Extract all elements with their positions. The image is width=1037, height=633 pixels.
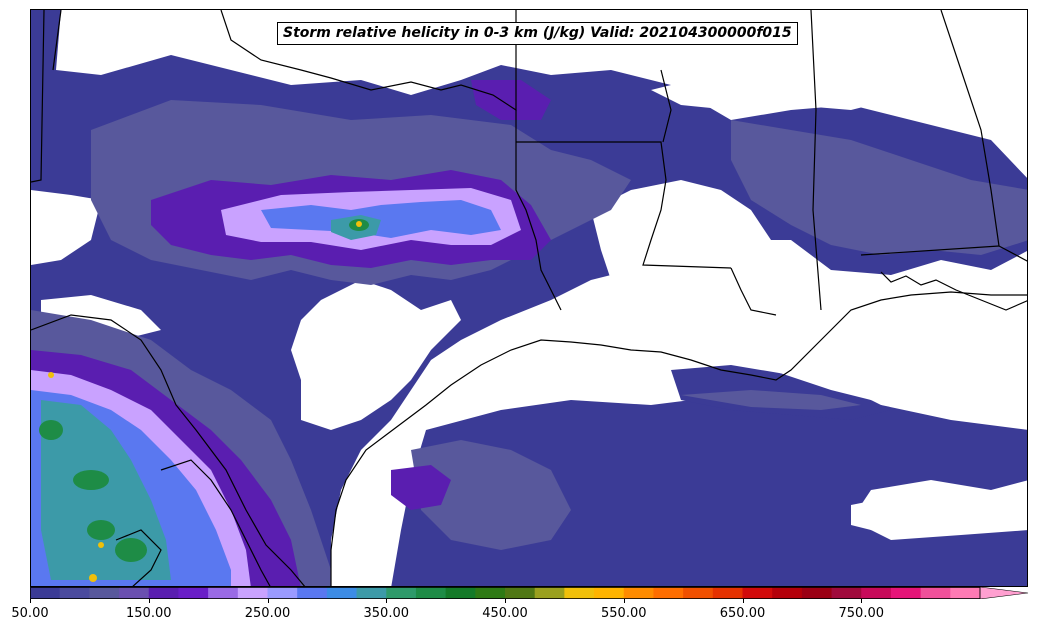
colorbar-tick-label: 750.00 bbox=[838, 606, 885, 621]
mexico-border bbox=[31, 314, 306, 586]
colorbar-segment bbox=[890, 587, 922, 599]
colorbar-tick bbox=[30, 599, 31, 603]
colorbar-tick bbox=[386, 599, 388, 603]
colorbar-segment bbox=[119, 587, 150, 599]
colorbar-tick-label: 550.00 bbox=[601, 606, 647, 621]
colorbar-segment bbox=[683, 587, 714, 599]
colorbar-segment bbox=[386, 587, 417, 599]
colorbar-segment bbox=[920, 587, 951, 599]
colorbar-segment bbox=[326, 587, 358, 599]
colorbar-tick bbox=[861, 599, 863, 603]
colorbar-segment bbox=[445, 587, 476, 599]
colorbar-tick bbox=[267, 599, 269, 603]
colorbar-segment bbox=[831, 587, 862, 599]
colorbar-segment bbox=[594, 587, 625, 599]
colorbar-segment bbox=[564, 587, 595, 599]
colorbar-segment bbox=[801, 587, 833, 599]
colorbar-segment bbox=[208, 587, 239, 599]
colorbar-tick-label: 150.00 bbox=[126, 606, 172, 621]
colorbar-segment bbox=[475, 587, 506, 599]
helicity-map bbox=[31, 10, 1027, 586]
colorbar-segment bbox=[237, 587, 268, 599]
map-panel: Storm relative helicity in 0-3 km (J/kg)… bbox=[30, 9, 1028, 587]
colorbar-segment bbox=[178, 587, 209, 599]
colorbar-tick-label: 250.00 bbox=[244, 606, 291, 621]
colorbar-segment bbox=[148, 587, 179, 599]
colorbar-segment bbox=[59, 587, 90, 599]
map-title: Storm relative helicity in 0-3 km (J/kg)… bbox=[277, 22, 798, 45]
colorbar-tick bbox=[623, 599, 625, 603]
colorbar-segment bbox=[30, 587, 61, 599]
colorbar-tick bbox=[148, 599, 150, 603]
colorbar-extend-arrow bbox=[979, 587, 1029, 599]
colorbar-segment bbox=[534, 587, 565, 599]
colorbar-tick bbox=[505, 599, 506, 603]
colorbar-segment bbox=[653, 587, 684, 599]
colorbar-segment bbox=[89, 587, 120, 599]
colorbar-segment bbox=[623, 587, 654, 599]
colorbar-tick-label: 350.00 bbox=[363, 606, 410, 621]
colorbar-segment bbox=[742, 587, 773, 599]
coastline bbox=[330, 271, 1027, 586]
helicity-field-yellow bbox=[48, 221, 362, 582]
colorbar-outline bbox=[30, 587, 981, 599]
colorbar-svg bbox=[30, 587, 1029, 599]
colorbar bbox=[30, 587, 1029, 599]
colorbar-segment bbox=[950, 587, 981, 599]
colorbar-tick-label: 50.00 bbox=[11, 606, 49, 621]
colorbar-segment bbox=[297, 587, 328, 599]
state-boundaries bbox=[31, 10, 1027, 316]
colorbar-segment bbox=[415, 587, 447, 599]
colorbar-segment bbox=[356, 587, 387, 599]
colorbar-segment bbox=[505, 587, 536, 599]
colorbar-tick-label: 650.00 bbox=[719, 606, 766, 621]
colorbar-segment bbox=[267, 587, 298, 599]
colorbar-segment bbox=[861, 587, 892, 599]
colorbar-segment bbox=[772, 587, 803, 599]
colorbar-segment bbox=[712, 587, 743, 599]
colorbar-tick bbox=[742, 599, 744, 603]
colorbar-tick-label: 450.00 bbox=[482, 606, 528, 621]
